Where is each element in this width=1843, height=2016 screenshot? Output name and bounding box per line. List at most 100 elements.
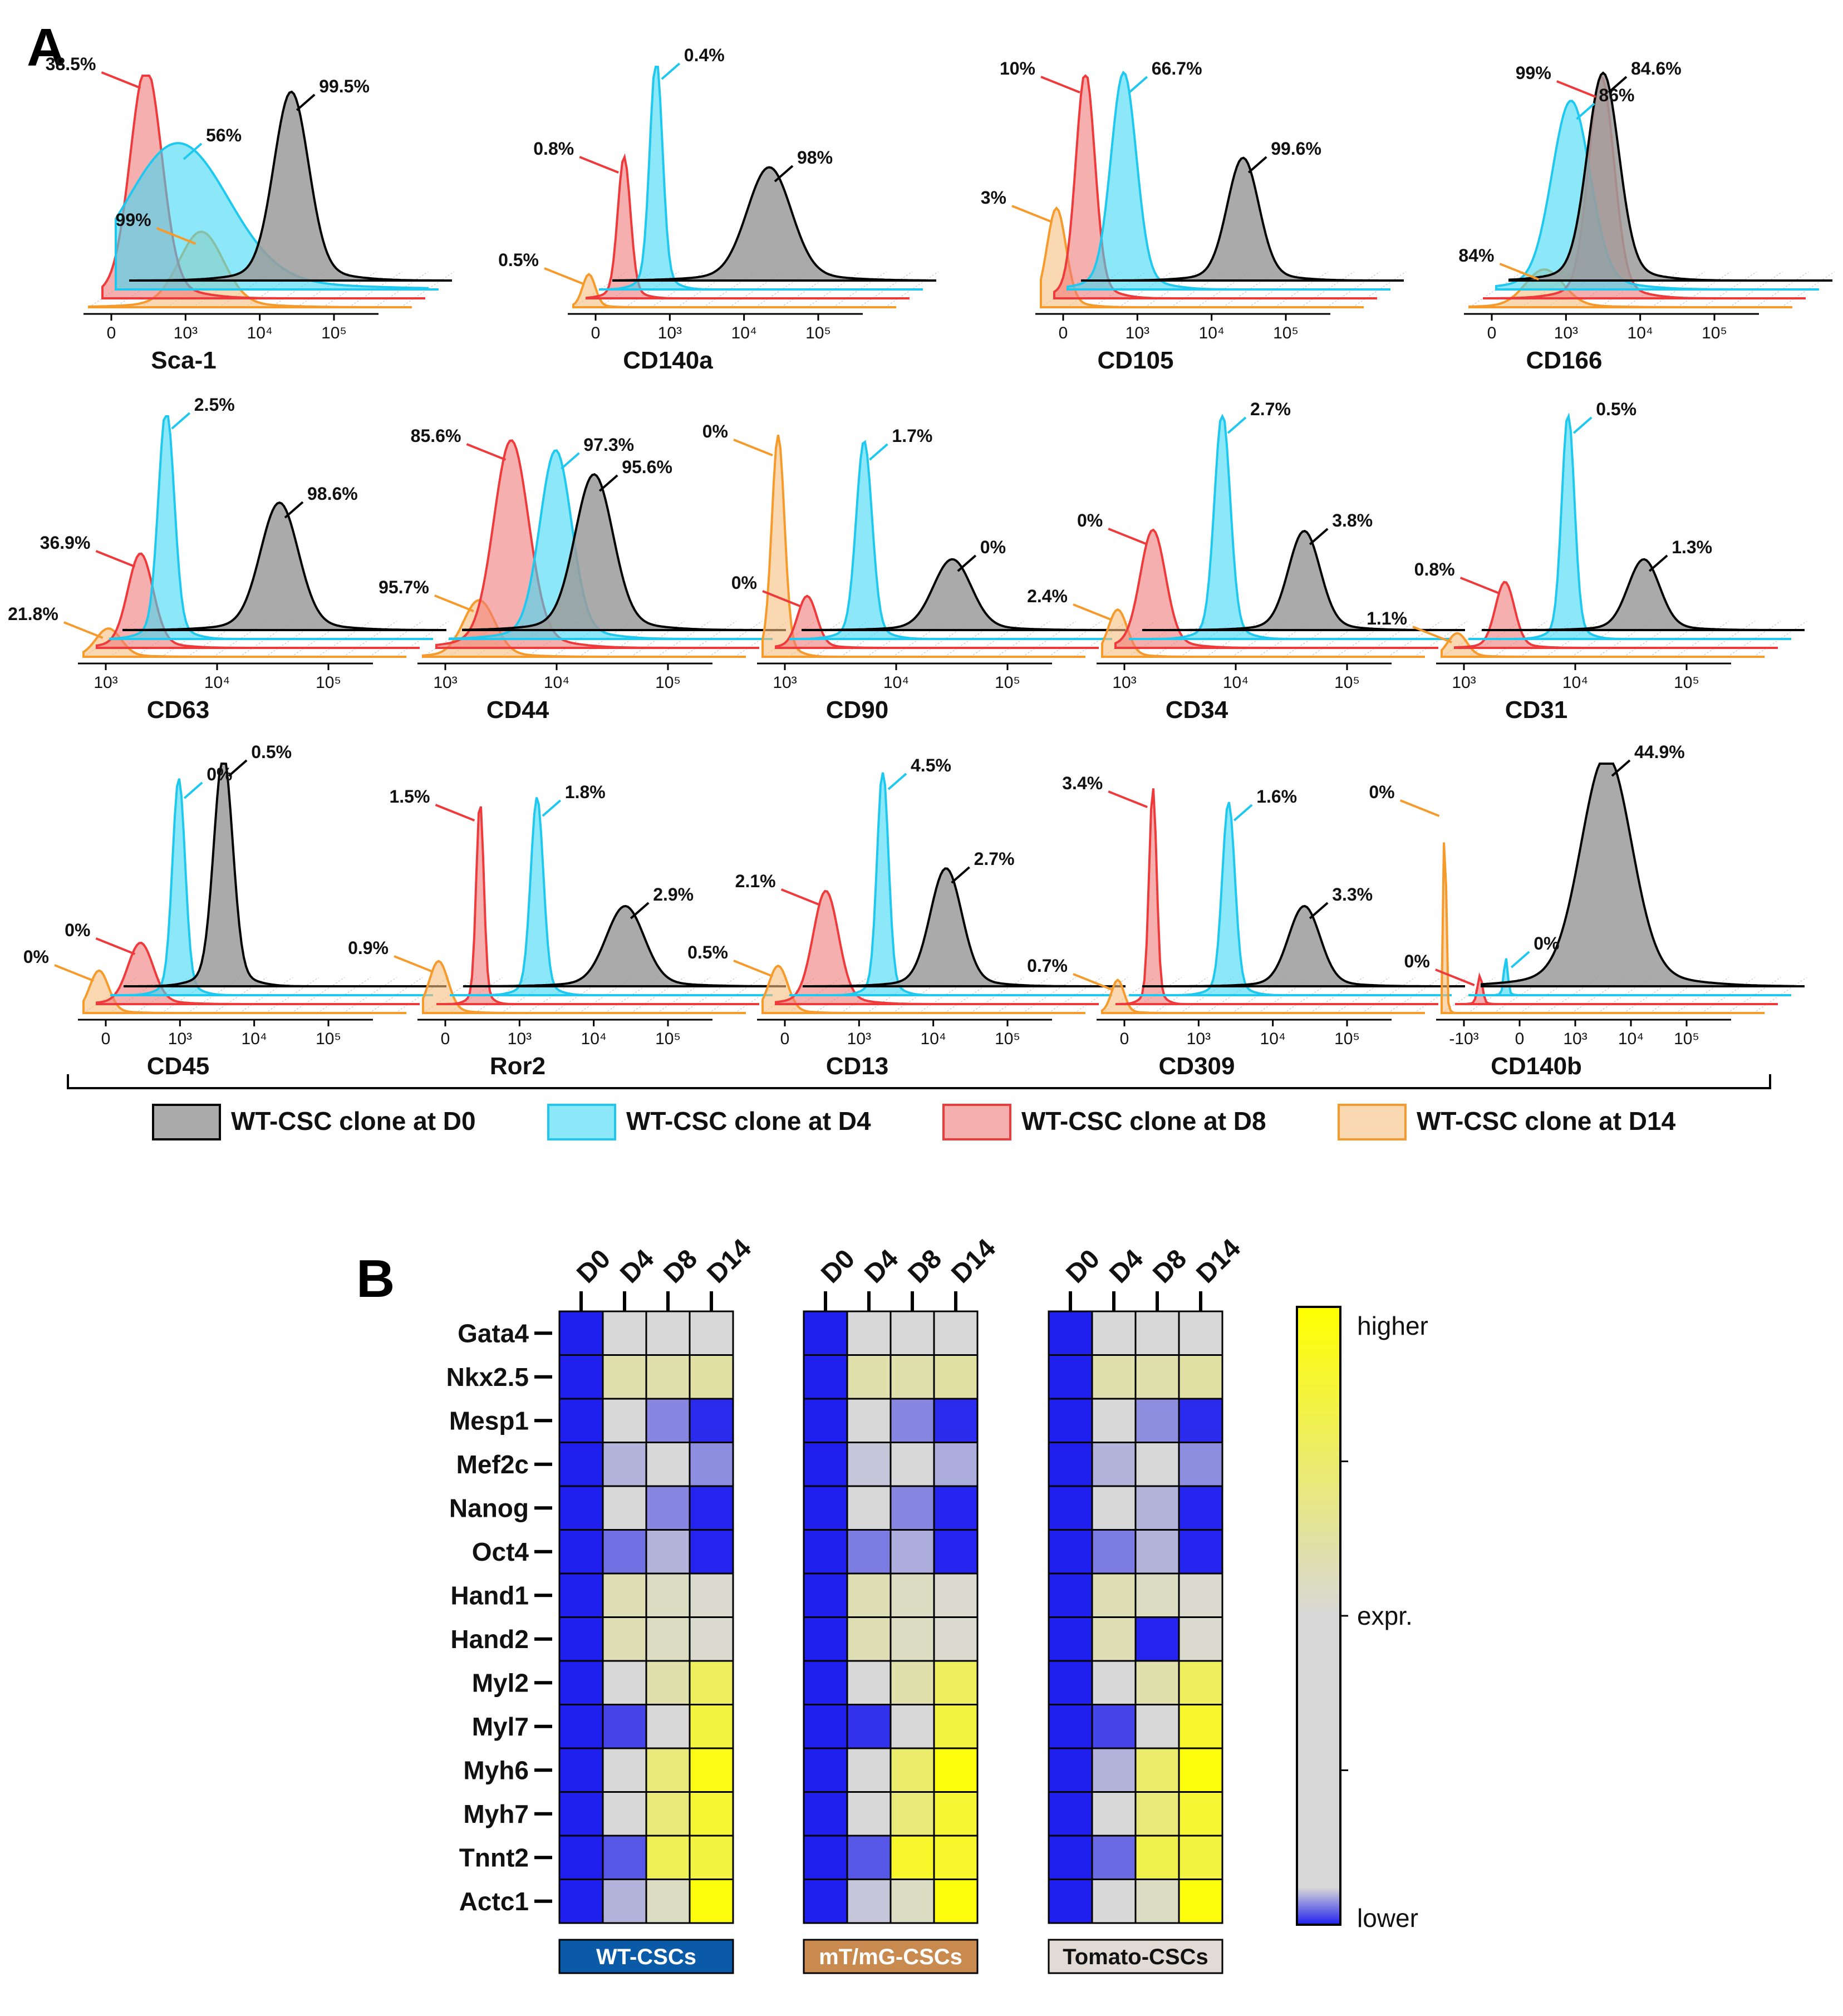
marker-label: CD166 bbox=[1526, 347, 1603, 374]
pct-label-d4: 0.5% bbox=[1596, 399, 1636, 419]
col-label: D4 bbox=[615, 1244, 660, 1289]
col-label: D0 bbox=[1060, 1244, 1105, 1289]
floor-grid-line bbox=[833, 271, 887, 308]
pct-label-d4: 2.7% bbox=[1250, 399, 1291, 419]
histogram-d4 bbox=[1495, 100, 1808, 291]
pct-arrow-d0 bbox=[630, 902, 650, 920]
heat-cell bbox=[602, 1835, 647, 1880]
heat-cell bbox=[689, 1747, 734, 1793]
x-tick-label: 10⁴ bbox=[581, 1030, 607, 1048]
pct-arrow-d8 bbox=[1435, 968, 1475, 986]
histogram-plot-cd309: 0 10³ 10⁴ 10⁵ CD309 0.7% 3.4% 1.6% 3.3% bbox=[1027, 773, 1468, 1080]
heat-cell bbox=[689, 1704, 734, 1749]
marker-label: CD309 bbox=[1159, 1053, 1235, 1080]
panel-b-color-scale: higher expr. lower bbox=[1296, 1306, 1428, 1933]
heat-cell bbox=[889, 1354, 935, 1400]
heat-cell bbox=[689, 1660, 734, 1705]
heat-cell bbox=[846, 1398, 892, 1443]
heat-cell bbox=[933, 1879, 979, 1924]
pct-label-d0: 98% bbox=[797, 147, 833, 168]
x-tick-label: -10³ bbox=[1449, 1030, 1478, 1048]
x-tick-label: 10⁵ bbox=[805, 324, 831, 342]
pct-arrow-d8 bbox=[780, 888, 821, 906]
panel-b-heatmaps: Gata4 Nkx2.5 Mesp1 Mef2c Nanog Oct4 Hand1 Hand2… bbox=[446, 1233, 1246, 1974]
x-tick-label: 10⁵ bbox=[995, 1030, 1020, 1048]
heat-cell bbox=[645, 1485, 691, 1531]
col-label: D0 bbox=[571, 1244, 616, 1289]
heat-cell bbox=[933, 1310, 979, 1356]
heat-cell bbox=[602, 1704, 647, 1749]
x-tick-label: 10⁵ bbox=[316, 1030, 341, 1048]
floor-grid-line bbox=[1154, 621, 1208, 657]
marker-label: CD63 bbox=[147, 696, 210, 724]
floor-grid-line bbox=[1413, 977, 1468, 1014]
pct-arrow-d0 bbox=[284, 501, 304, 519]
row-label: Nanog bbox=[449, 1493, 529, 1522]
heat-cell bbox=[558, 1310, 604, 1356]
heat-cell bbox=[889, 1660, 935, 1705]
pct-label-d0: 2.7% bbox=[974, 849, 1015, 869]
pct-arrow-d8 bbox=[1108, 790, 1148, 808]
heat-cell bbox=[933, 1747, 979, 1793]
x-tick-label: 0 bbox=[1120, 1030, 1129, 1048]
heat-cell bbox=[933, 1572, 979, 1618]
pct-arrow-d0 bbox=[1309, 528, 1329, 545]
heat-cell bbox=[803, 1791, 848, 1837]
heat-cell bbox=[889, 1616, 935, 1662]
floor-grid-line bbox=[1753, 621, 1807, 657]
heat-cell bbox=[602, 1442, 647, 1487]
floor-grid-line bbox=[1781, 271, 1835, 308]
group-label: WT-CSCs bbox=[596, 1945, 696, 1969]
heat-cell bbox=[558, 1791, 604, 1837]
floor-grid-line bbox=[265, 977, 319, 1014]
x-tick-label: 10³ bbox=[1126, 324, 1149, 342]
x-tick-label: 10³ bbox=[508, 1030, 532, 1048]
heat-cell bbox=[889, 1310, 935, 1356]
x-tick-label: 10⁴ bbox=[204, 673, 230, 692]
pct-arrow-d8 bbox=[435, 804, 475, 822]
heat-cell bbox=[1134, 1835, 1180, 1880]
heat-cell bbox=[1178, 1791, 1223, 1837]
heat-cell bbox=[558, 1879, 604, 1924]
heat-cell bbox=[889, 1572, 935, 1618]
histogram-plot-cd45: 0 10³ 10⁴ 10⁵ CD45 0% 0% 0% 0.5% bbox=[23, 742, 449, 1080]
heat-cell bbox=[889, 1791, 935, 1837]
heat-cell bbox=[1091, 1442, 1137, 1487]
heat-cell bbox=[889, 1747, 935, 1793]
floor-grid-line bbox=[682, 977, 736, 1014]
x-tick-label: 10³ bbox=[1554, 324, 1578, 342]
heat-cell bbox=[558, 1354, 604, 1400]
heat-cell bbox=[645, 1310, 691, 1356]
pct-label-d8: 1.5% bbox=[389, 786, 430, 807]
row-label: Tnnt2 bbox=[459, 1843, 529, 1872]
pct-arrow-d14 bbox=[434, 594, 474, 612]
floor-grid-line bbox=[996, 621, 1050, 657]
row-label: Nkx2.5 bbox=[446, 1363, 529, 1391]
heat-cell bbox=[1048, 1398, 1093, 1443]
pct-label-d0: 1.3% bbox=[1672, 537, 1712, 557]
heat-cell bbox=[602, 1529, 647, 1575]
x-tick-label: 0 bbox=[780, 1030, 790, 1048]
floor-grid-line bbox=[348, 271, 402, 308]
heat-cell bbox=[933, 1791, 979, 1837]
pct-arrow-d14 bbox=[733, 439, 773, 456]
floor-grid-line bbox=[1677, 271, 1731, 308]
heat-cell bbox=[846, 1442, 892, 1487]
x-tick-label: 10³ bbox=[94, 673, 117, 692]
pct-arrow-d0 bbox=[1608, 76, 1628, 94]
heat-cell bbox=[933, 1616, 979, 1662]
pct-label-d0: 99.5% bbox=[319, 76, 370, 96]
histogram-d8 bbox=[1115, 788, 1427, 1005]
scale-label-top: higher bbox=[1357, 1311, 1428, 1340]
floor-grid-line bbox=[1701, 621, 1755, 657]
floor-grid-line bbox=[859, 271, 913, 308]
heat-cell bbox=[1091, 1572, 1137, 1618]
heat-cell bbox=[1134, 1572, 1180, 1618]
pct-label-d8: 99% bbox=[1516, 63, 1551, 83]
row-label: Mesp1 bbox=[449, 1406, 529, 1435]
pct-label-d0: 44.9% bbox=[1634, 742, 1685, 762]
heat-cell bbox=[1091, 1398, 1137, 1443]
pct-arrow-d0 bbox=[1648, 554, 1668, 572]
pct-arrow-d4 bbox=[1572, 416, 1593, 434]
